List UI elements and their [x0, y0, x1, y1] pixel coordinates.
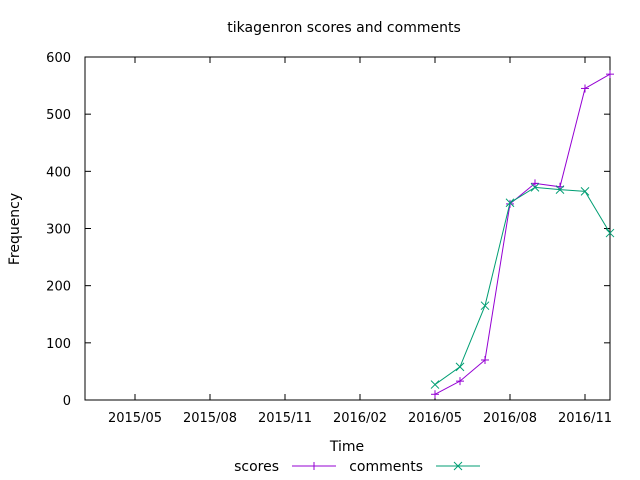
series-scores [431, 70, 614, 399]
y-tick-label: 300 [46, 223, 71, 238]
data-point-scores [606, 70, 614, 79]
plot-border [84, 56, 611, 401]
data-point-scores [531, 179, 539, 188]
x-tick-label: 2015/05 [108, 411, 162, 426]
legend-label-scores: scores [234, 459, 279, 475]
data-point-comments [580, 186, 590, 196]
legend-marker-scores [310, 462, 318, 470]
data-point-comments [455, 362, 465, 372]
x-tick-label: 2015/11 [258, 411, 312, 426]
data-point-comments [555, 185, 565, 194]
data-point-scores [456, 377, 464, 386]
y-tick-label: 0 [63, 394, 71, 409]
y-tick-label: 200 [46, 280, 71, 295]
y-tick-label: 500 [46, 108, 71, 123]
series-line-scores [434, 73, 611, 395]
data-point-comments [605, 228, 615, 238]
plot-frame [84, 56, 611, 401]
data-point-comments [480, 301, 490, 311]
x-axis-ticks: 2015/05 2015/08 2015/11 2016/02 2016/05 2016/… [108, 57, 612, 426]
y-tick-label: 400 [46, 165, 71, 180]
data-point-comments [430, 380, 440, 389]
x-tick-label: 2015/08 [183, 411, 237, 426]
data-point-comments [505, 198, 515, 208]
y-axis-ticks: 0 100 200 300 400 500 600 [46, 51, 610, 409]
legend: scores comments [234, 459, 480, 475]
y-tick-label: 100 [46, 337, 71, 352]
x-tick-label: 2016/08 [483, 411, 537, 426]
y-axis-label: Frequency [7, 193, 23, 265]
data-point-scores [431, 390, 439, 399]
x-tick-label: 2016/05 [408, 411, 462, 426]
legend-marker-comments [453, 461, 463, 471]
data-point-comments [530, 182, 540, 192]
chart-title: tikagenron scores and comments [227, 20, 461, 36]
legend-label-comments: comments [349, 459, 423, 475]
y-tick-label: 600 [46, 51, 71, 66]
data-point-scores [581, 84, 589, 93]
series-line-comments [434, 186, 611, 385]
x-axis-label: Time [329, 439, 364, 455]
x-tick-label: 2016/11 [558, 411, 612, 426]
series-layer [430, 70, 615, 399]
series-comments [430, 182, 615, 389]
x-tick-label: 2016/02 [333, 411, 387, 426]
data-point-scores [481, 355, 489, 364]
